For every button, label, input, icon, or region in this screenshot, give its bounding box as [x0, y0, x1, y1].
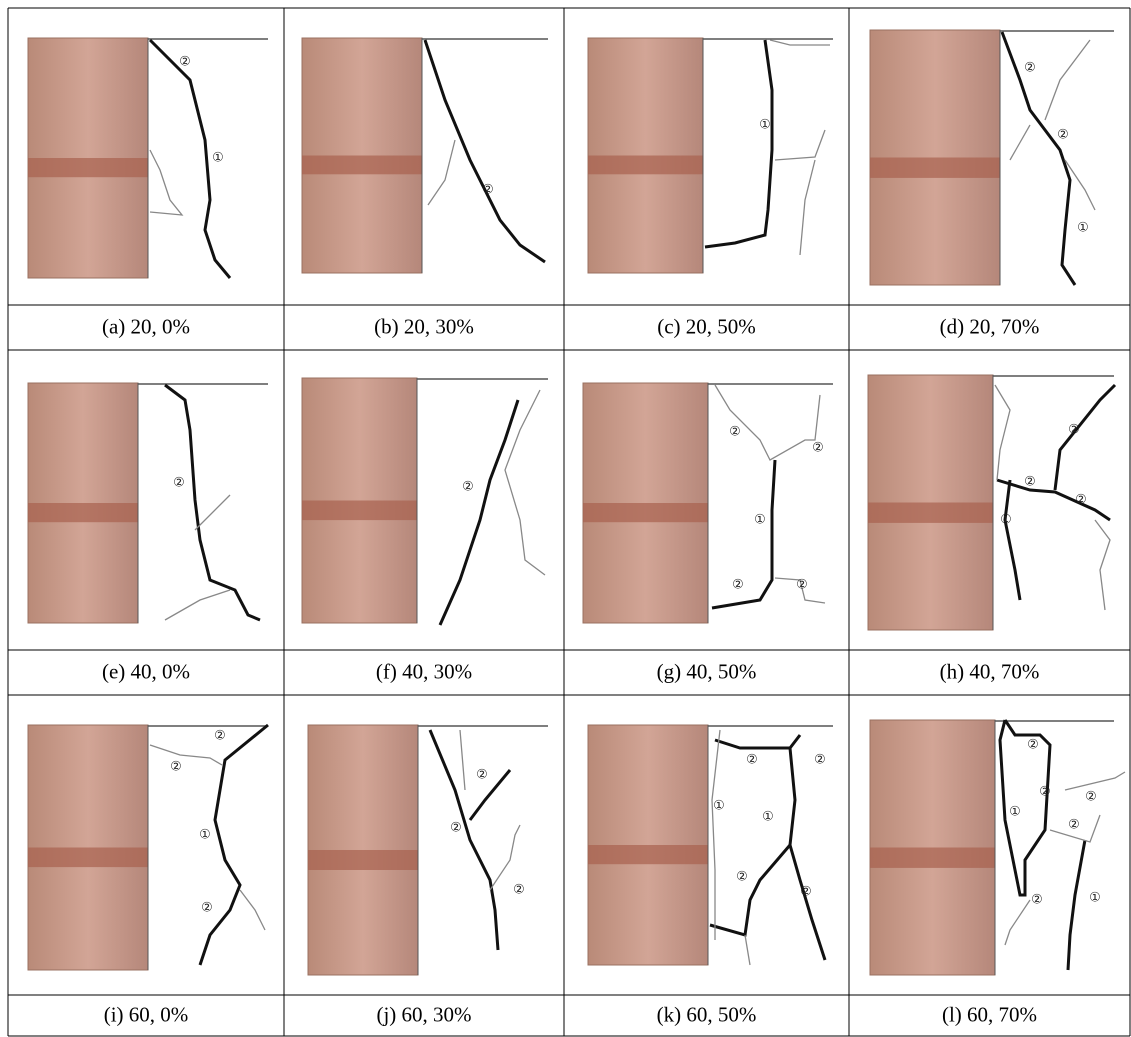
secondary-crack [745, 935, 750, 965]
specimen-tape [308, 850, 418, 870]
panel-caption: (b) 20, 30% [374, 314, 474, 338]
secondary-crack [1005, 900, 1030, 945]
main-crack [997, 480, 1110, 520]
main-crack [1002, 32, 1075, 285]
crack-label: ② [1027, 738, 1039, 753]
secondary-crack [770, 40, 830, 45]
secondary-crack [460, 730, 465, 790]
secondary-crack [712, 730, 720, 940]
crack-label: ① [759, 118, 771, 133]
secondary-crack [1095, 520, 1110, 610]
crack-label: ② [796, 578, 808, 593]
crack-label: ② [201, 901, 213, 916]
crack-label: ① [212, 151, 224, 166]
secondary-crack [165, 590, 230, 620]
main-crack [1005, 480, 1020, 600]
panel-caption: (e) 40, 0% [102, 659, 190, 683]
crack-label: ② [732, 578, 744, 593]
crack-label: ② [513, 883, 525, 898]
crack-label: ② [729, 425, 741, 440]
specimen-tape [583, 503, 708, 522]
main-crack [440, 400, 518, 625]
panel-caption: (l) 60, 70% [942, 1002, 1037, 1026]
crack-label: ① [199, 828, 211, 843]
crack-label: ② [1039, 785, 1051, 800]
main-crack [1068, 840, 1085, 970]
panel-caption: (h) 40, 70% [940, 659, 1040, 683]
specimen-tape [870, 848, 995, 868]
crack-label: ② [1057, 128, 1069, 143]
crack-label: ② [1031, 893, 1043, 908]
crack-label: ① [1000, 513, 1012, 528]
crack-label: ② [814, 753, 826, 768]
secondary-crack [150, 150, 182, 215]
panel-caption: (g) 40, 50% [657, 659, 757, 683]
secondary-crack [1065, 772, 1125, 790]
secondary-crack [995, 385, 1010, 480]
crack-label: ② [1085, 790, 1097, 805]
secondary-crack [150, 745, 222, 765]
crack-label: ② [1024, 61, 1036, 76]
specimen-tape [868, 503, 993, 523]
crack-label: ② [482, 183, 494, 198]
secondary-crack [715, 385, 820, 460]
crack-label: ② [736, 870, 748, 885]
main-crack [715, 735, 800, 748]
main-crack [1055, 385, 1115, 490]
crack-label: ② [173, 476, 185, 491]
crack-label: ② [170, 760, 182, 775]
secondary-crack [195, 495, 230, 530]
specimen-tape [28, 848, 148, 868]
crack-label: ② [179, 55, 191, 70]
secondary-crack [490, 825, 520, 890]
secondary-crack [428, 140, 455, 205]
crack-label: ② [476, 768, 488, 783]
secondary-crack [800, 160, 815, 255]
crack-label: ② [1024, 475, 1036, 490]
main-crack [430, 730, 498, 950]
secondary-crack [1045, 40, 1090, 120]
panel-caption: (f) 40, 30% [376, 659, 472, 683]
panel-caption: (i) 60, 0% [104, 1002, 189, 1026]
crack-label: ② [450, 821, 462, 836]
crack-label: ② [1075, 493, 1087, 508]
specimen-tape [588, 845, 708, 864]
crack-label: ② [800, 885, 812, 900]
crack-label: ② [812, 441, 824, 456]
main-crack [200, 725, 268, 965]
crack-label: ② [214, 729, 226, 744]
crack-label: ① [713, 799, 725, 814]
crack-label: ① [754, 513, 766, 528]
crack-label: ① [1089, 891, 1101, 906]
specimen-tape [870, 158, 1000, 178]
main-crack [1000, 720, 1050, 895]
crack-label: ② [1068, 423, 1080, 438]
main-crack [705, 40, 772, 247]
main-crack [425, 40, 545, 262]
crack-label: ② [746, 753, 758, 768]
specimen-tape [588, 156, 703, 175]
main-crack [710, 845, 790, 935]
specimen-tape [302, 156, 422, 175]
crack-label: ① [1077, 221, 1089, 236]
crack-label: ① [762, 810, 774, 825]
panel-caption: (d) 20, 70% [940, 314, 1040, 338]
main-crack [165, 385, 260, 620]
panel-caption: (j) 60, 30% [376, 1002, 471, 1026]
specimen-tape [28, 503, 138, 522]
secondary-crack [1010, 125, 1030, 160]
panel-caption: (k) 60, 50% [657, 1002, 757, 1026]
panel-caption: (a) 20, 0% [102, 314, 190, 338]
main-crack [790, 748, 825, 960]
crack-label: ② [1068, 818, 1080, 833]
panel-caption: (c) 20, 50% [657, 314, 756, 338]
secondary-crack [240, 890, 265, 930]
crack-label: ① [1009, 805, 1021, 820]
secondary-crack [775, 130, 825, 160]
crack-label: ② [462, 480, 474, 495]
specimen-tape [28, 158, 148, 177]
specimen-tape [302, 501, 417, 521]
figure: ② ① (a) 20, 0% ② (b) 20, 30% ① (c) 20, 50% ② ② ① (… [0, 0, 1131, 1037]
